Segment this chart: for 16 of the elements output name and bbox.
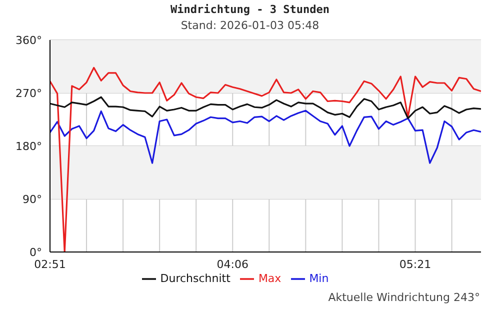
y-tick-label: 270° — [16, 86, 42, 100]
line-series — [50, 96, 481, 120]
legend-label: Min — [309, 272, 329, 286]
x-tick-label: 05:21 — [399, 258, 432, 271]
legend-label: Durchschnitt — [160, 272, 230, 286]
y-tick-label: 0° — [30, 246, 42, 259]
y-tick-label: 90° — [22, 192, 42, 206]
text: Aktuelle Windrichtung 243° — [328, 291, 480, 304]
y-tick-label: 360° — [16, 34, 42, 47]
x-tick-label: 04:06 — [216, 258, 248, 271]
chart-title: Windrichtung - 3 Stunden — [170, 3, 330, 16]
line-series — [50, 110, 481, 164]
y-tick-label: 180° — [16, 140, 42, 153]
x-tick-label: 02:51 — [34, 258, 66, 271]
chart-subtitle: Stand: 2026-01-03 05:48 — [180, 19, 320, 32]
legend-label: Max — [258, 272, 282, 286]
